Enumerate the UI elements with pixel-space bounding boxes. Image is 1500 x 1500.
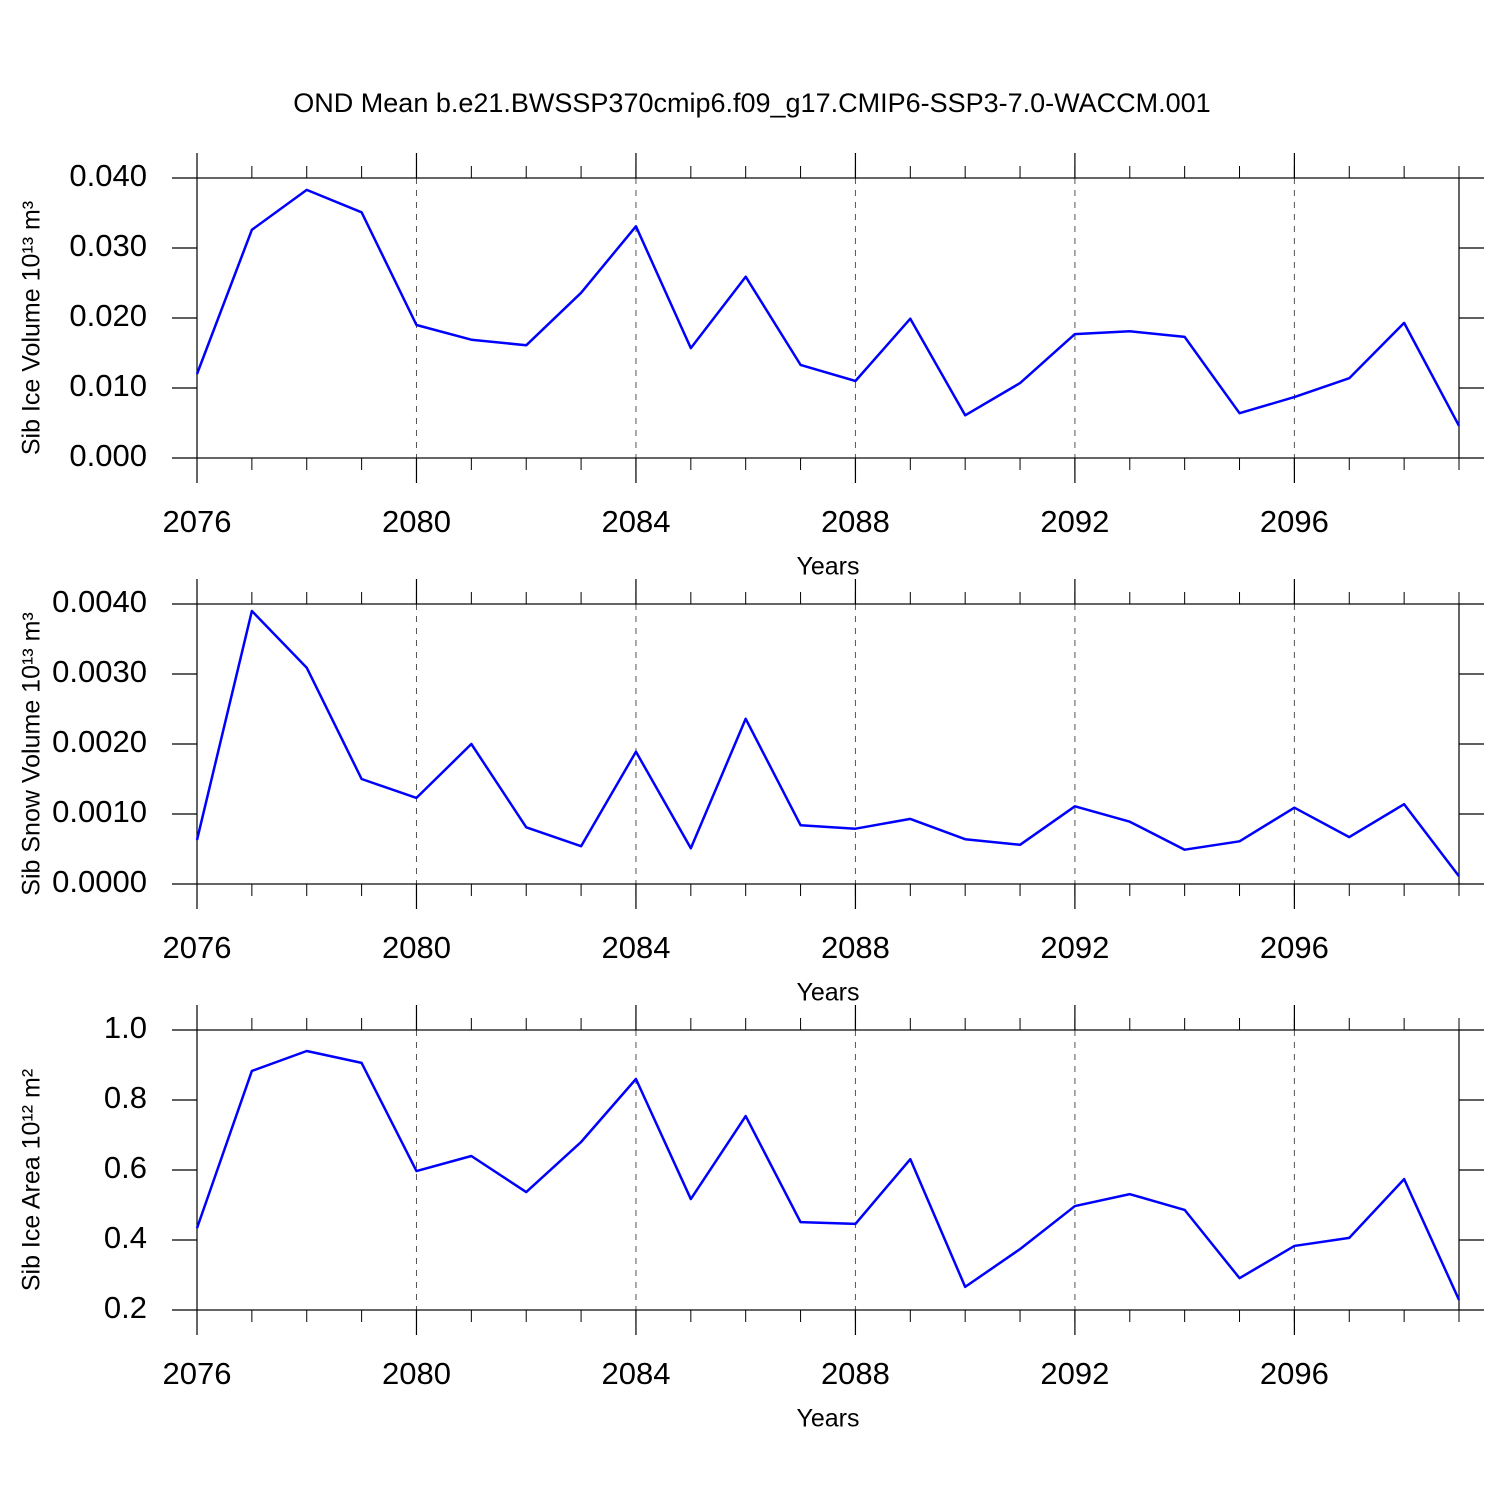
x-tick-label: 2084 [601,1356,670,1391]
data-line [195,609,1460,878]
data-line [195,1049,1461,1301]
x-tick-label: 2088 [821,1356,890,1391]
y-axis-label: Sib Ice Area 10¹² m² [18,1069,46,1291]
y-tick-label: 0.4 [104,1220,147,1255]
x-tick-label: 2080 [382,504,451,539]
x-tick-label: 2088 [821,930,890,965]
x-tick-label: 2096 [1260,504,1329,539]
y-tick-label: 0.040 [69,158,147,193]
y-axis-label: Sib Ice Volume 10¹³ m³ [18,201,46,455]
y-tick-label: 0.6 [104,1150,147,1185]
x-tick-label: 2092 [1040,1356,1109,1391]
y-tick-label: 0.2 [104,1290,147,1325]
x-axis-label: Years [796,979,859,1007]
y-tick-label: 0.030 [69,228,147,263]
x-tick-label: 2076 [163,504,232,539]
x-tick-label: 2092 [1040,504,1109,539]
x-axis-label: Years [796,553,859,581]
x-tick-label: 2084 [601,930,670,965]
y-tick-label: 0.0030 [52,654,147,689]
y-tick-label: 0.020 [69,298,147,333]
y-tick-label: 0.8 [104,1080,147,1115]
y-tick-label: 0.010 [69,368,147,403]
plot-frame [196,603,1460,885]
x-tick-label: 2092 [1040,930,1109,965]
x-axis-label: Years [796,1405,859,1433]
y-tick-label: 0.000 [69,438,147,473]
x-tick-label: 2080 [382,1356,451,1391]
y-tick-label: 0.0040 [52,584,147,619]
plot-frame [196,177,1460,459]
x-tick-label: 2076 [163,1356,232,1391]
x-tick-label: 2096 [1260,1356,1329,1391]
y-axis-label: Sib Snow Volume 10¹³ m³ [18,612,46,895]
data-line [195,188,1461,427]
x-tick-label: 2076 [163,930,232,965]
plot-frame [196,1029,1460,1311]
x-tick-label: 2096 [1260,930,1329,965]
y-tick-label: 0.0000 [52,864,147,899]
y-tick-label: 0.0020 [52,724,147,759]
x-tick-label: 2080 [382,930,451,965]
y-tick-label: 1.0 [104,1010,147,1045]
y-tick-label: 0.0010 [52,794,147,829]
chart-title: OND Mean b.e21.BWSSP370cmip6.f09_g17.CMI… [293,88,1210,118]
x-tick-label: 2088 [821,504,890,539]
x-tick-label: 2084 [601,504,670,539]
